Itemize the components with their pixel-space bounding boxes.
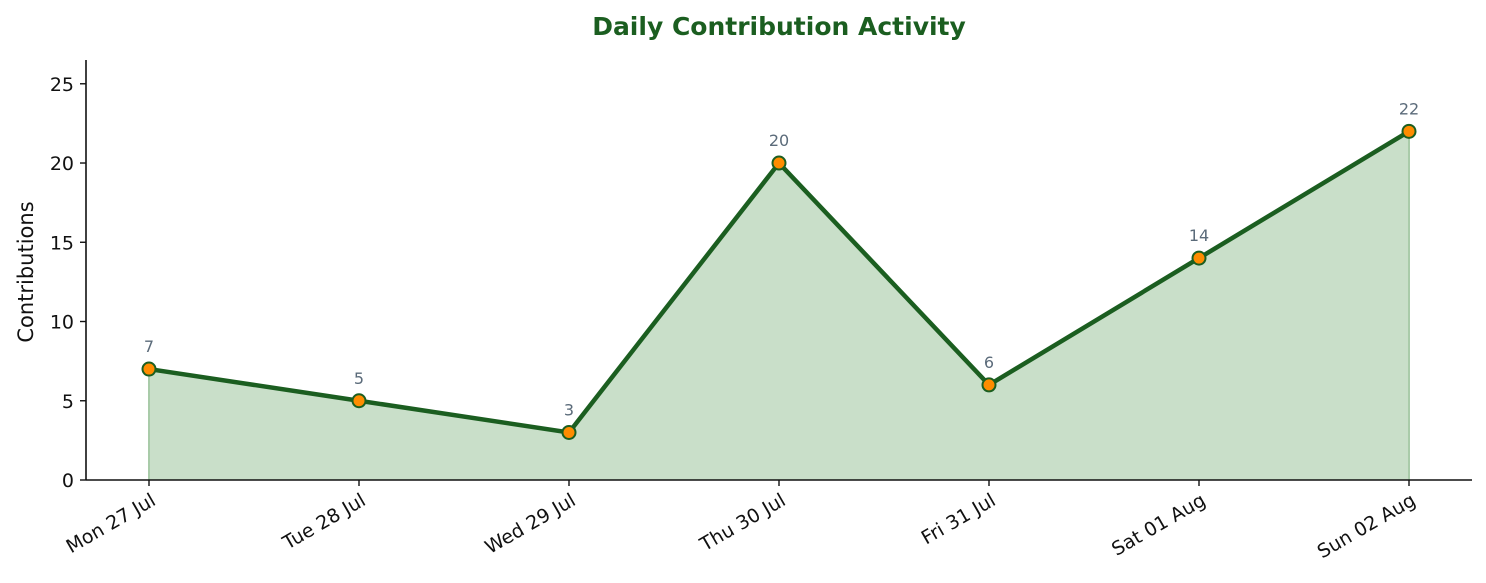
data-point [1191,250,1207,266]
data-point [141,361,157,377]
x-tick-label: Fri 31 Jul [918,489,1000,549]
data-label: 20 [769,131,789,150]
data-label: 14 [1189,226,1209,245]
plot-area: 0 5 10 15 20 25 Mon 27 Jul Tue 28 Jul Wed 29 Jul… [50,60,1472,563]
data-point [561,424,577,440]
x-tick-label: Sun 02 Aug [1314,489,1420,563]
y-tick-label: 0 [62,470,74,492]
data-label: 3 [564,400,574,419]
x-tick-label: Thu 30 Jul [695,489,789,556]
y-axis-label: Contributions [14,201,38,342]
x-tick-label: Sat 01 Aug [1108,489,1210,560]
data-label: 5 [354,369,364,388]
y-tick-label: 25 [50,74,74,96]
y-tick-label: 10 [50,312,74,334]
y-tick-label: 5 [62,391,74,413]
data-label: 7 [144,337,154,356]
data-label: 22 [1399,99,1419,118]
data-label: 6 [984,353,994,372]
data-point [1401,123,1417,139]
x-tick-label: Wed 29 Jul [481,489,579,558]
data-point [771,155,787,171]
chart-title: Daily Contribution Activity [592,12,966,41]
x-tick-label: Mon 27 Jul [63,489,160,558]
data-point [351,393,367,409]
area-fill [149,131,1409,481]
x-tick-label: Tue 28 Jul [278,489,369,554]
y-tick-label: 15 [50,232,74,254]
y-tick-label: 20 [50,153,74,175]
data-point [981,377,997,393]
